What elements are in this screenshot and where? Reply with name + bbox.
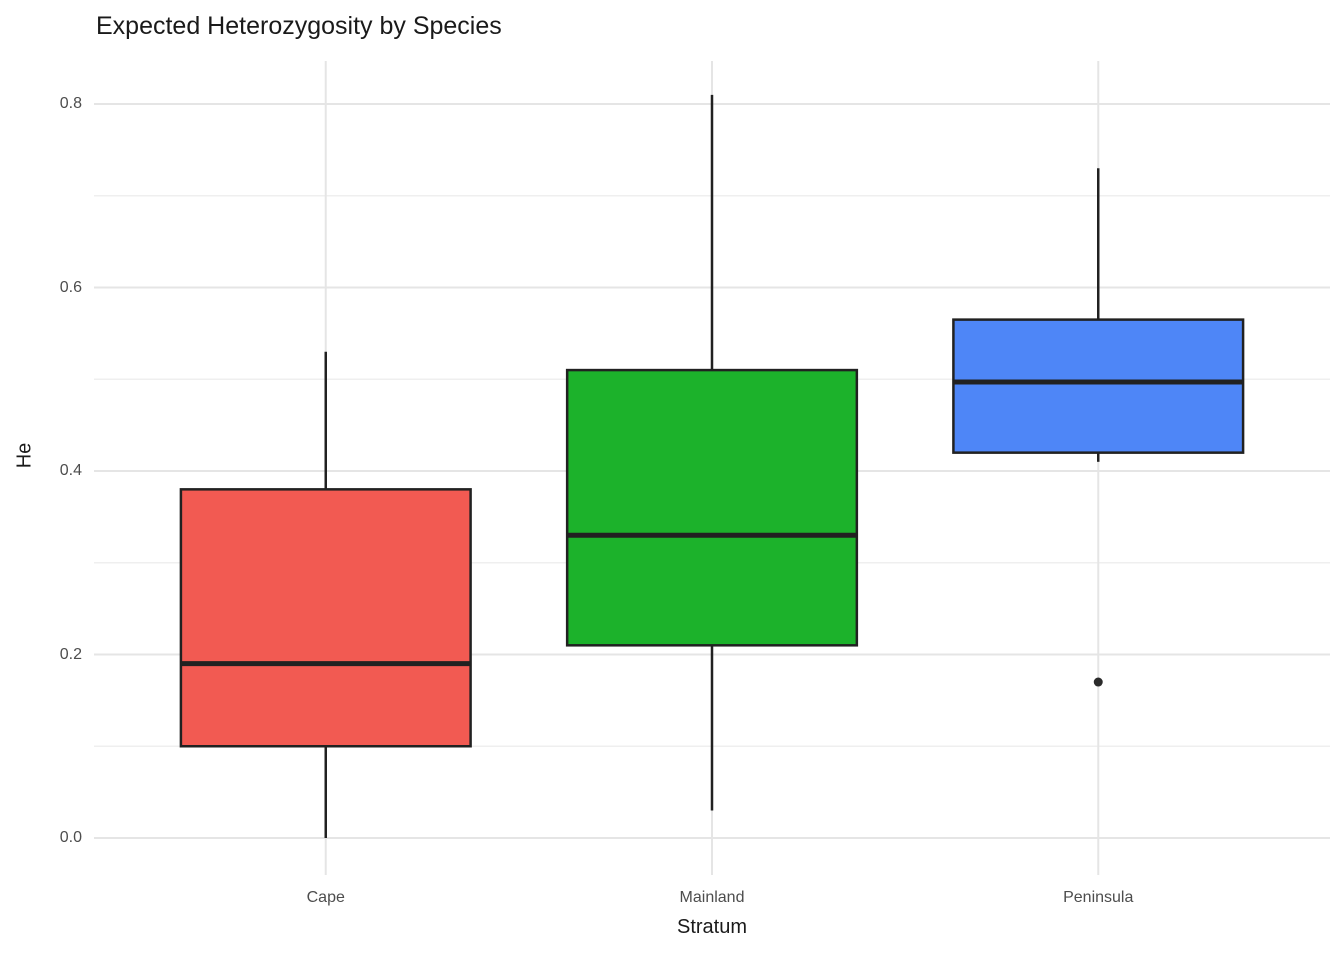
y-tick-label: 0.0	[59, 829, 82, 846]
y-tick-label: 0.8	[59, 95, 82, 112]
x-tick-label: Mainland	[679, 889, 745, 906]
outlier-point-peninsula	[1093, 677, 1103, 687]
y-tick-label: 0.6	[59, 278, 82, 296]
x-tick-label: Peninsula	[1063, 889, 1134, 906]
x-tick-label: Cape	[306, 889, 345, 906]
y-tick-label: 0.2	[59, 645, 82, 663]
box-peninsula	[952, 318, 1245, 454]
x-axis-title: Stratum	[676, 916, 748, 938]
box-mainland	[565, 368, 859, 647]
box-cape	[179, 488, 472, 748]
y-tick-label: 0.4	[59, 462, 82, 479]
chart-title: Expected Heterozygosity by Species	[96, 12, 502, 40]
